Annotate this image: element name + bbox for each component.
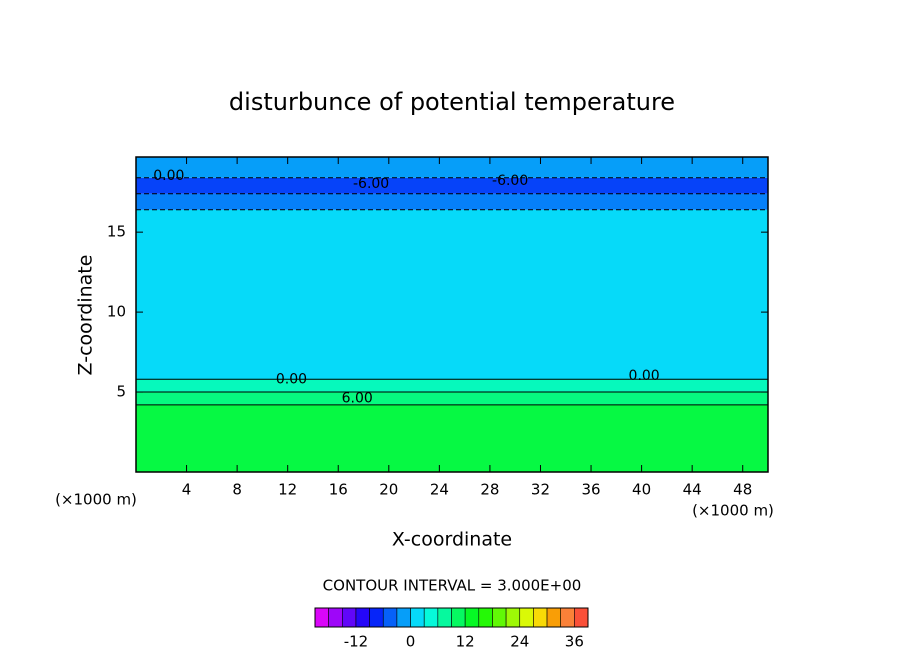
contour-label: 0.00 [276,371,307,387]
colorbar-swatch [396,607,411,628]
colorbar-swatch [437,607,452,628]
colorbar-frame [314,607,589,628]
field-band [136,379,768,393]
contour-interval-label: CONTOUR INTERVAL = 3.000E+00 [323,577,582,595]
x-tick-label: 32 [531,481,550,499]
colorbar-swatch [410,607,425,628]
colorbar-swatch [492,607,507,628]
colorbar-swatch [533,607,548,628]
x-tick-label: 48 [733,481,752,499]
field-band [136,177,768,194]
colorbar-swatch [464,607,480,628]
y-tick-label: 5 [116,383,126,401]
y-tick-label: 15 [107,223,126,241]
contour-label: 6.00 [342,390,373,406]
x-tick-label: 4 [182,481,192,499]
colorbar-swatch [314,607,329,628]
contour-label: 0.00 [153,168,184,184]
contour-label: -6.00 [492,173,528,189]
colorbar-swatch [355,607,370,628]
colorbar-swatch [328,607,343,628]
colorbar-swatch [519,607,534,628]
colorbar-tick-label: -12 [344,633,369,651]
x-tick-label: 28 [480,481,499,499]
field-band [136,404,768,472]
colorbar-swatch [341,607,357,628]
colorbar-tick-label: 36 [565,633,584,651]
colorbar-swatch [478,607,493,628]
colorbar-swatch [382,607,398,628]
x-axis-title: X-coordinate [392,529,512,551]
contour-label: 0.00 [629,368,660,384]
colorbar-swatch [546,607,561,628]
x-tick-label: 8 [232,481,242,499]
x-tick-label: 16 [329,481,348,499]
field-band [136,193,768,210]
colorbar-swatch [505,607,521,628]
x-unit-label: (×1000 m) [692,502,774,520]
x-tick-label: 36 [581,481,600,499]
colorbar-tick-label: 0 [406,633,416,651]
colorbar-swatch [423,607,439,628]
y-tick-label: 10 [107,303,126,321]
contour-label: -6.00 [353,176,389,192]
x-tick-label: 20 [379,481,398,499]
x-tick-label: 24 [430,481,449,499]
x-tick-label: 40 [632,481,651,499]
field-band [136,209,768,380]
colorbar-tick-label: 12 [456,633,475,651]
colorbar-swatch [574,607,589,628]
colorbar-swatch [451,607,466,628]
colorbar-swatch [560,607,575,628]
plot-frame [135,156,769,473]
field-band [136,392,768,405]
y-axis-title: Z-coordinate [75,255,97,376]
x-tick-label: 12 [278,481,297,499]
colorbar-tick-label: 24 [510,633,529,651]
y-unit-label: (×1000 m) [55,491,137,509]
chart-title: disturbunce of potential temperature [229,88,675,116]
colorbar-swatch [369,607,384,628]
x-tick-label: 44 [683,481,702,499]
field-band [136,157,768,178]
